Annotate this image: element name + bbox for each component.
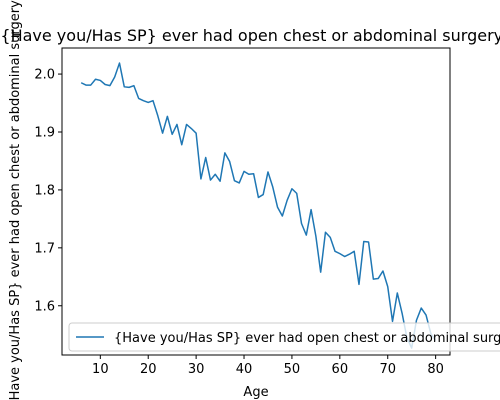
- x-axis-ticks: 10 20 30 40 50 60 70 80: [92, 355, 444, 377]
- y-tick-label: 1.7: [34, 241, 55, 256]
- x-tick-label: 50: [284, 362, 301, 377]
- legend-box: [68, 322, 500, 352]
- x-axis-label: Age: [243, 385, 268, 400]
- x-tick-label: 40: [236, 362, 253, 377]
- y-tick-label: 1.9: [34, 125, 55, 140]
- x-tick-label: 30: [188, 362, 205, 377]
- y-axis-label: {Have you/Has SP} ever had open chest or…: [8, 0, 23, 400]
- series-line-0: [80, 62, 437, 349]
- y-tick-label: 1.6: [34, 299, 55, 314]
- chart-title: {Have you/Has SP} ever had open chest or…: [0, 26, 500, 45]
- series-layer: [80, 62, 437, 349]
- y-axis-ticks: 1.6 1.7 1.8 1.9 2.0: [34, 68, 62, 314]
- plot-frame: [61, 47, 451, 356]
- legend: {Have you/Has SP} ever had open chest or…: [68, 322, 500, 352]
- y-tick-label: 2.0: [34, 68, 55, 83]
- plot-background: [62, 48, 450, 355]
- legend-label: {Have you/Has SP} ever had open chest or…: [114, 331, 500, 346]
- y-tick-label: 1.8: [34, 183, 55, 198]
- x-tick-label: 80: [427, 362, 444, 377]
- x-tick-label: 20: [140, 362, 157, 377]
- x-tick-label: 70: [379, 362, 396, 377]
- x-tick-label: 60: [332, 362, 349, 377]
- x-tick-label: 10: [92, 362, 109, 377]
